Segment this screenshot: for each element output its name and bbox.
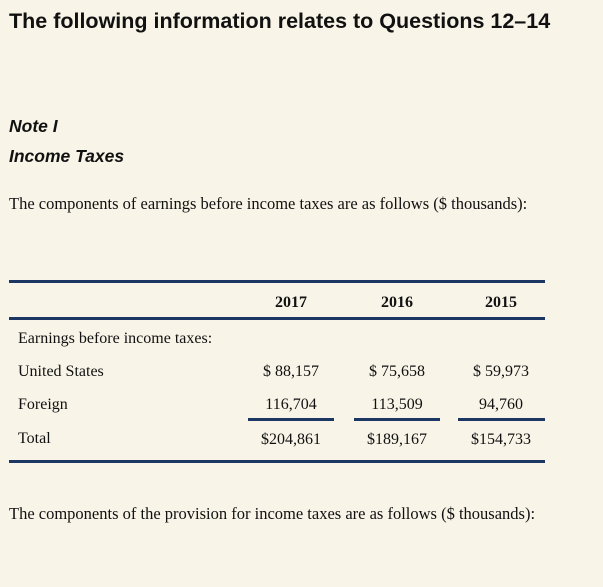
header-rule [9,317,545,320]
table-cell: $ 88,157 [263,363,319,380]
row-label: United States [18,363,104,380]
outro-paragraph: The components of the provision for inco… [9,504,536,523]
table-bottom-rule [9,460,545,463]
table-cell: $189,167 [367,431,427,448]
column-header-2017: 2017 [275,294,307,311]
column-header-2015: 2015 [485,294,517,311]
subtotal-underline [354,418,440,421]
row-label: Foreign [18,396,68,413]
table-top-rule [9,280,545,283]
table-cell: 94,760 [479,396,523,413]
table-cell: $154,733 [471,431,531,448]
section-label: Earnings before income taxes: [18,330,213,347]
table-cell: $204,861 [261,431,321,448]
subtotal-underline [248,418,334,421]
column-header-2016: 2016 [381,294,413,311]
note-number: Note I [9,116,58,136]
section-heading: The following information relates to Que… [9,9,551,33]
row-label: Total [18,430,51,447]
intro-paragraph: The components of earnings before income… [9,194,528,213]
table-cell: $ 75,658 [369,363,425,380]
table-cell: 113,509 [371,396,423,413]
table-cell: 116,704 [265,396,317,413]
subtotal-underline [458,418,545,421]
note-title: Income Taxes [9,146,125,166]
table-cell: $ 59,973 [473,363,529,380]
